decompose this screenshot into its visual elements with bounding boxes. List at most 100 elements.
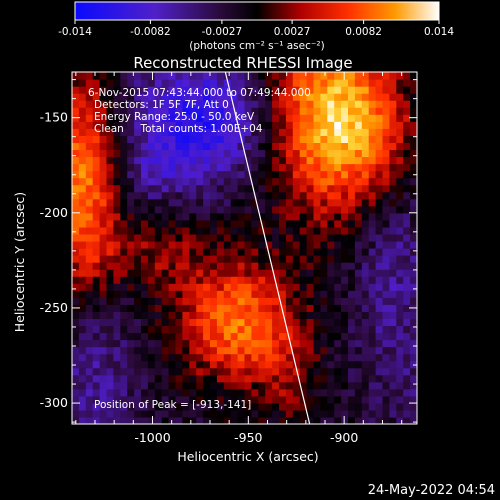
heatmap-cell [272, 248, 280, 256]
heatmap-cell [78, 79, 87, 87]
heatmap-cell [389, 381, 397, 390]
heatmap-cell [223, 149, 232, 158]
heatmap-cell [327, 304, 335, 312]
heatmap-cell [258, 240, 266, 249]
heatmap-cell [341, 283, 349, 291]
heatmap-cell [161, 142, 170, 151]
heatmap-cell [85, 233, 94, 242]
heatmap-cell [258, 114, 266, 122]
heatmap-cell [72, 339, 80, 348]
heatmap-cell [285, 135, 294, 143]
heatmap-cell [272, 339, 280, 348]
heatmap-cell [279, 226, 287, 235]
heatmap-cell [382, 135, 390, 143]
heatmap-cell [320, 416, 328, 424]
heatmap-cell [341, 219, 349, 228]
heatmap-cell [334, 184, 342, 193]
heatmap-cell [265, 367, 273, 376]
heatmap-cell [127, 79, 135, 87]
heatmap-cell [272, 100, 280, 108]
heatmap-cell [154, 311, 163, 319]
heatmap-cell [196, 248, 204, 256]
heatmap-cell [85, 100, 94, 108]
heatmap-cell [244, 149, 252, 158]
heatmap-cell [99, 269, 108, 277]
heatmap-cell [279, 107, 287, 115]
heatmap-cell [196, 311, 204, 319]
heatmap-cell [258, 381, 266, 390]
heatmap-cell [168, 395, 177, 404]
detectors-label: Detectors: 1F 5F 7F, Att 0 [94, 99, 229, 111]
heatmap-cell [320, 262, 328, 270]
heatmap-cell [113, 332, 121, 341]
heatmap-cell [78, 388, 87, 397]
heatmap-cell [299, 409, 308, 418]
heatmap-cell [72, 233, 80, 242]
heatmap-cell [230, 226, 239, 235]
heatmap-cell [382, 121, 390, 129]
heatmap-cell [161, 311, 170, 319]
heatmap-cell [299, 381, 308, 390]
heatmap-cell [147, 177, 156, 186]
heatmap-cell [279, 233, 287, 242]
heatmap-cell [251, 332, 259, 341]
heatmap-cell [279, 255, 287, 263]
heatmap-cell [154, 191, 163, 200]
heatmap-cell [223, 304, 232, 312]
heatmap-cell [113, 121, 121, 129]
heatmap-cell [341, 233, 349, 242]
heatmap-cell [154, 290, 163, 298]
heatmap-cell [354, 142, 363, 151]
heatmap-cell [265, 93, 273, 101]
heatmap-cell [182, 184, 190, 193]
heatmap-cell [223, 212, 232, 221]
heatmap-cell [320, 240, 328, 249]
heatmap-cell [368, 276, 377, 284]
heatmap-cell [161, 191, 170, 200]
heatmap-cell [341, 388, 349, 397]
heatmap-cell [127, 367, 135, 376]
heatmap-cell [196, 240, 204, 249]
heatmap-cell [403, 283, 411, 291]
heatmap-cell [320, 346, 328, 355]
heatmap-cell [216, 283, 225, 291]
heatmap-cell [210, 346, 218, 355]
heatmap-cell [141, 416, 149, 424]
heatmap-cell [161, 367, 170, 376]
heatmap-cell [292, 219, 301, 228]
heatmap-cell [272, 367, 280, 376]
heatmap-cell [134, 198, 142, 207]
heatmap-cell [382, 395, 390, 404]
heatmap-cell [203, 248, 211, 256]
heatmap-cell [327, 409, 335, 418]
heatmap-cell [182, 325, 190, 334]
heatmap-cell [106, 191, 114, 200]
heatmap-cell [279, 395, 287, 404]
heatmap-cell [189, 325, 197, 334]
heatmap-cell [168, 248, 177, 256]
heatmap-cell [92, 184, 101, 193]
heatmap-cell [334, 367, 342, 376]
heatmap-cell [154, 163, 163, 172]
heatmap-cell [389, 339, 397, 348]
heatmap-cell [85, 325, 94, 334]
heatmap-cell [78, 100, 87, 108]
heatmap-cell [182, 114, 190, 122]
heatmap-cell [161, 325, 170, 334]
heatmap-cell [189, 100, 197, 108]
heatmap-cell [382, 205, 390, 214]
heatmap-cell [72, 276, 80, 284]
heatmap-cell [147, 198, 156, 207]
heatmap-cell [382, 93, 390, 101]
heatmap-cell [99, 233, 108, 242]
heatmap-cell [210, 240, 218, 249]
heatmap-cell [306, 283, 315, 291]
heatmap-cell [258, 177, 266, 186]
heatmap-cell [410, 135, 417, 143]
heatmap-cell [368, 269, 377, 277]
heatmap-cell [327, 255, 335, 263]
heatmap-cell [354, 191, 363, 200]
heatmap-cell [141, 346, 149, 355]
heatmap-cell [168, 128, 177, 136]
